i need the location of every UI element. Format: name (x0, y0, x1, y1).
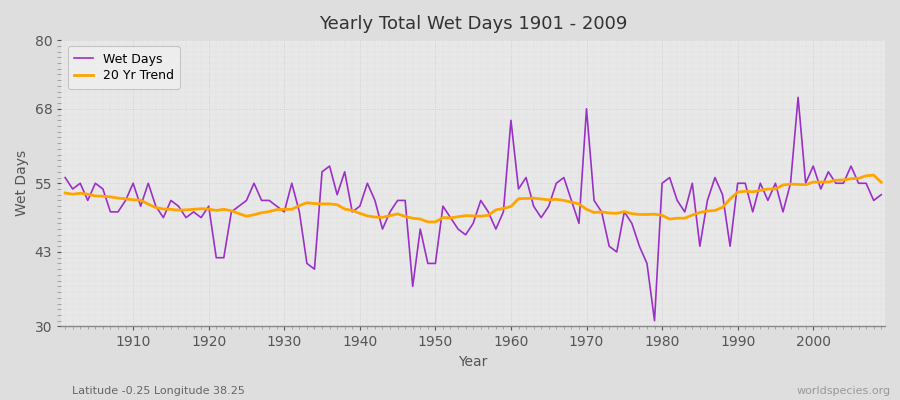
20 Yr Trend (868, 173, 879, 178)
Wet Days (596, 210, 607, 214)
20 Yr Trend (506, 204, 517, 209)
Wet Days (59, 175, 70, 180)
20 Yr Trend (604, 211, 615, 216)
Wet Days (876, 192, 886, 197)
Wet Days (121, 198, 131, 203)
Wet Days (506, 118, 517, 123)
20 Yr Trend (332, 202, 343, 207)
Wet Days (498, 210, 508, 214)
Wet Days (649, 318, 660, 323)
20 Yr Trend (286, 207, 297, 212)
Wet Days (332, 192, 343, 197)
20 Yr Trend (422, 220, 433, 224)
Text: Latitude -0.25 Longitude 38.25: Latitude -0.25 Longitude 38.25 (72, 386, 245, 396)
Line: 20 Yr Trend: 20 Yr Trend (65, 175, 881, 222)
Y-axis label: Wet Days: Wet Days (15, 150, 29, 216)
20 Yr Trend (876, 180, 886, 185)
X-axis label: Year: Year (458, 355, 488, 369)
Title: Yearly Total Wet Days 1901 - 2009: Yearly Total Wet Days 1901 - 2009 (319, 15, 627, 33)
Wet Days (793, 95, 804, 100)
Legend: Wet Days, 20 Yr Trend: Wet Days, 20 Yr Trend (68, 46, 180, 89)
Wet Days (286, 181, 297, 186)
Line: Wet Days: Wet Days (65, 97, 881, 321)
20 Yr Trend (513, 196, 524, 201)
20 Yr Trend (121, 196, 131, 201)
20 Yr Trend (59, 190, 70, 195)
Text: worldspecies.org: worldspecies.org (796, 386, 891, 396)
